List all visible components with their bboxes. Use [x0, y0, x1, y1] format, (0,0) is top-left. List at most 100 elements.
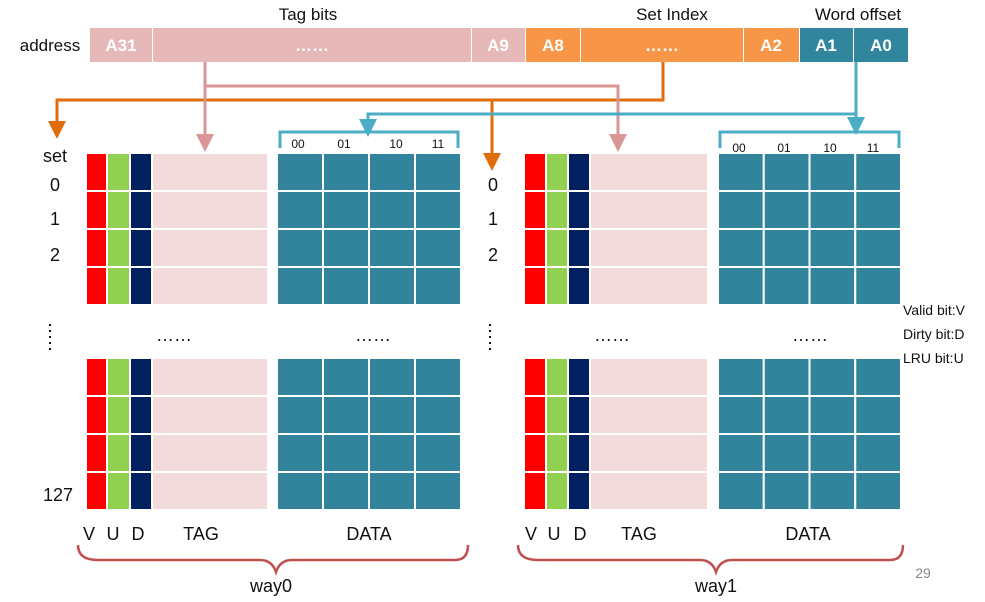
way1-block1-row1-data-word-01	[762, 395, 811, 435]
way1-block1-row0-data-word-11	[854, 357, 902, 397]
col-label-d-way0: D	[132, 524, 145, 544]
way1-block0-row3-lru-bit	[545, 266, 569, 306]
way0-block0-row3-valid-bit	[85, 266, 108, 306]
addr-field-set-ellipsis-bg	[581, 28, 743, 62]
way0-block1-row2-tag-cell	[151, 433, 269, 473]
way0-block0-row3-lru-bit	[106, 266, 131, 306]
way1-block1-row1-data-word-00	[717, 395, 765, 435]
way0-brace	[76, 544, 470, 576]
way0-block1-row3-data-word-00	[276, 471, 324, 511]
tag-arrow-way1	[205, 84, 627, 152]
set-index-2-way0: 2	[50, 245, 60, 265]
addr-field-a31-bg	[90, 28, 152, 62]
way1-block0-row2-data-word-00	[717, 228, 765, 268]
way0-block1-row2-data-word-00	[276, 433, 324, 473]
way1-block0-row1-lru-bit	[545, 190, 569, 230]
way1-block0-row1-data-word-00	[717, 190, 765, 230]
way0-block0-row1-data-word-10	[368, 190, 416, 230]
way0-block1-row0-valid-bit	[85, 357, 108, 397]
col-label-u-way0: U	[107, 524, 120, 544]
way0-block1-row2-dirty-bit	[129, 433, 153, 473]
way0-block1-row2-data-word-01	[322, 433, 370, 473]
way1-block1-row3-dirty-bit	[567, 471, 591, 511]
way1-block0-row2-data-word-10	[808, 228, 857, 268]
word-arrow-way0	[359, 62, 858, 137]
way0-block1-row0-tag-cell	[151, 357, 269, 397]
way1-block0-row0-data-word-10	[808, 152, 857, 192]
way1-block0-row2-data-word-01	[762, 228, 811, 268]
way1-block0-row3-dirty-bit	[567, 266, 591, 306]
word-col-01-way1: 01	[777, 141, 791, 155]
addr-field-a8-bg	[526, 28, 580, 62]
set-index-0-way0: 0	[50, 175, 60, 195]
word-col-00-way1: 00	[732, 141, 746, 155]
way0-block1-row1-dirty-bit	[129, 395, 153, 435]
col-label-v-way0: V	[83, 524, 95, 544]
way0-block0-row2-data-word-11	[414, 228, 462, 268]
word-col-11-way1: 11	[867, 141, 880, 155]
way1-block0-row2-data-word-11	[854, 228, 902, 268]
addr-field-a0-bg	[854, 28, 908, 62]
way0-block0-row2-data-word-01	[322, 228, 370, 268]
way1-block1-row0-data-word-00	[717, 357, 765, 397]
way1-block0-row3-valid-bit	[523, 266, 547, 306]
way0-block1-row3-dirty-bit	[129, 471, 153, 511]
word-col-10-way1: 10	[823, 141, 837, 155]
word-col-11-way0: 11	[432, 137, 445, 151]
way0-block0-row0-valid-bit	[85, 152, 108, 192]
legend-lru: LRU bit:U	[903, 350, 964, 366]
way0-block1-row2-valid-bit	[85, 433, 108, 473]
way1-block0-row2-tag-cell	[589, 228, 709, 268]
way0-block0-row1-dirty-bit	[129, 190, 153, 230]
tag-arrows	[196, 62, 627, 152]
way0-block0-row1-lru-bit	[106, 190, 131, 230]
addr-a0: A0	[870, 36, 892, 55]
way0-block1-row0-data-word-10	[368, 357, 416, 397]
way1-block1-row0-valid-bit	[523, 357, 547, 397]
way0-block0-row2-lru-bit	[106, 228, 131, 268]
data-ellipsis-way1: ……	[792, 325, 828, 345]
way0-block0-row1-data-word-00	[276, 190, 324, 230]
way1-block1-row1-lru-bit	[545, 395, 569, 435]
way0-block1-row1-data-word-10	[368, 395, 416, 435]
way0-block1-row3-valid-bit	[85, 471, 108, 511]
way1-block0-row0-data-word-00	[717, 152, 765, 192]
word-offset-arrows	[359, 62, 865, 137]
way0-block0-row2-data-word-10	[368, 228, 416, 268]
way1-block1-row3-data-word-00	[717, 471, 765, 511]
way0-block1-row0-data-word-01	[322, 357, 370, 397]
way1-block0-row0-dirty-bit	[567, 152, 591, 192]
way1-block0-row1-data-word-11	[854, 190, 902, 230]
way0-block0-row2-data-word-00	[276, 228, 324, 268]
col-label-d-way1: D	[574, 524, 587, 544]
way0-block1-row1-tag-cell	[151, 395, 269, 435]
way0-block1-row1-data-word-00	[276, 395, 324, 435]
way1-block1-row0-data-word-01	[762, 357, 811, 397]
col-label-data-way0: DATA	[346, 524, 391, 544]
way0-block1-row1-data-word-01	[322, 395, 370, 435]
way0-block0-row3-data-word-10	[368, 266, 416, 306]
addr-field-a2-bg	[744, 28, 799, 62]
way1-block1-row1-data-word-11	[854, 395, 902, 435]
way1-block1-row3-data-word-10	[808, 471, 857, 511]
way1-block0-row3-data-word-00	[717, 266, 765, 306]
col-label-tag-way0: TAG	[183, 524, 219, 544]
way1-block0-row0-valid-bit	[523, 152, 547, 192]
way0-block0-row0-data-word-00	[276, 152, 324, 192]
way0-block1-row2-data-word-11	[414, 433, 462, 473]
address-bar: A31 …… A9 A8 …… A2 A1 A0	[90, 28, 908, 62]
way0-block0-row0-data-word-11	[414, 152, 462, 192]
set-index-arrows	[48, 62, 665, 171]
way0-block0-row2-valid-bit	[85, 228, 108, 268]
way1-block1-row3-valid-bit	[523, 471, 547, 511]
col-label-data-way1: DATA	[785, 524, 830, 544]
way0-block0-row0-data-word-10	[368, 152, 416, 192]
way0-block1-row1-lru-bit	[106, 395, 131, 435]
word-offset-header: Word offset	[815, 5, 902, 24]
way0-block1-row2-data-word-10	[368, 433, 416, 473]
addr-field-a1-bg	[800, 28, 853, 62]
way0-block1-row3-data-word-10	[368, 471, 416, 511]
set-index-header: Set Index	[636, 5, 708, 24]
way0-block0-row0-data-word-01	[322, 152, 370, 192]
way1-block1-row0-tag-cell	[589, 357, 709, 397]
